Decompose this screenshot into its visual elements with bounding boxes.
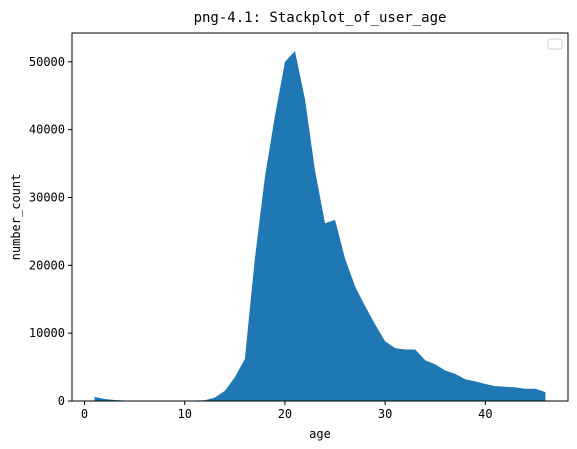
x-tick-label: 20 bbox=[278, 407, 292, 421]
x-tick-label: 0 bbox=[81, 407, 88, 421]
y-axis-label: number_count bbox=[9, 174, 23, 261]
plot-area bbox=[94, 50, 546, 401]
y-tick-label: 10000 bbox=[29, 326, 65, 340]
y-tick-label: 0 bbox=[58, 394, 65, 408]
y-tick-label: 20000 bbox=[29, 258, 65, 272]
y-axis-ticks: 0 10000 20000 30000 40000 50000 bbox=[29, 55, 72, 408]
legend-box[interactable] bbox=[547, 38, 563, 50]
y-tick-label: 50000 bbox=[29, 55, 65, 69]
x-tick-label: 30 bbox=[378, 407, 392, 421]
plot-frame bbox=[71, 32, 569, 402]
x-tick-label: 10 bbox=[178, 407, 192, 421]
x-axis-label: age bbox=[309, 427, 331, 441]
x-axis-ticks: 0 10 20 30 40 bbox=[81, 401, 493, 421]
x-tick-label: 40 bbox=[478, 407, 492, 421]
y-tick-label: 30000 bbox=[29, 190, 65, 204]
area-series bbox=[94, 50, 546, 401]
y-tick-label: 40000 bbox=[29, 123, 65, 137]
chart-title: png-4.1: Stackplot_of_user_age bbox=[194, 10, 447, 26]
